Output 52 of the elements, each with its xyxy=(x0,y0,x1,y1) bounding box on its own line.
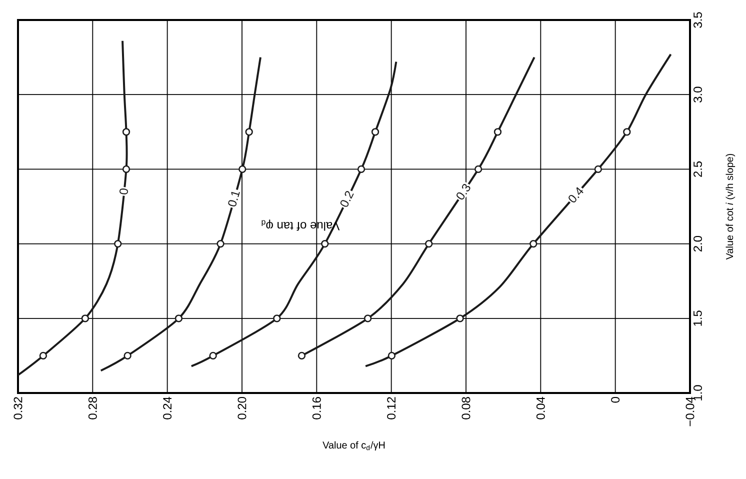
point xyxy=(364,314,372,322)
point xyxy=(298,352,306,360)
point xyxy=(371,128,380,136)
point xyxy=(238,165,246,174)
x-tick-label: 0.32 xyxy=(14,397,22,420)
annotation: Value of tan φ$_{d}$ xyxy=(262,220,340,231)
x-axis-title: Value of c$_{d}$/γH xyxy=(322,441,385,451)
x-tick-label: 0.20 xyxy=(238,396,246,420)
point xyxy=(209,352,217,360)
point xyxy=(114,240,122,248)
point xyxy=(273,314,281,322)
y-tick-label: 2.5 xyxy=(694,161,702,177)
x-tick-label: 0.08 xyxy=(462,397,470,420)
text: 0 xyxy=(120,188,128,194)
text: 0.4 xyxy=(568,187,584,202)
x-tick-label: −0.04 xyxy=(686,396,694,426)
line-series xyxy=(364,53,672,368)
line-series xyxy=(100,56,262,372)
point xyxy=(245,128,253,136)
y-axis-title: Value of cot i (v/h slope) xyxy=(726,154,736,260)
x-tick-label: 0.12 xyxy=(387,397,396,420)
point xyxy=(494,128,502,136)
text: 0.1 xyxy=(228,192,240,206)
point xyxy=(530,240,538,248)
point xyxy=(39,352,48,360)
line-series xyxy=(190,60,398,368)
x-tick-label: 0.16 xyxy=(312,397,321,420)
point xyxy=(623,128,631,136)
point xyxy=(122,165,130,174)
text: 0.3 xyxy=(456,184,470,200)
point xyxy=(357,165,366,174)
point xyxy=(388,352,396,360)
point xyxy=(124,352,132,360)
y-tick-label: 1.5 xyxy=(694,310,702,326)
point xyxy=(594,165,602,174)
point xyxy=(174,314,183,322)
point xyxy=(425,240,433,248)
point xyxy=(321,240,329,248)
point xyxy=(81,314,90,322)
x-tick-label: 0.28 xyxy=(88,397,97,420)
x-tick-label: 0.04 xyxy=(536,396,545,420)
point xyxy=(474,165,482,174)
y-tick-label: 3.0 xyxy=(694,86,702,102)
x-tick-label: 0.24 xyxy=(163,396,172,420)
point xyxy=(122,128,130,136)
point xyxy=(456,314,464,322)
y-tick-label: 1.0 xyxy=(694,385,702,400)
x-tick-label: 0 xyxy=(611,396,620,403)
y-tick-label: 2.0 xyxy=(694,236,702,252)
y-tick-label: 3.5 xyxy=(694,12,702,28)
point xyxy=(216,240,224,248)
text: 0.2 xyxy=(340,191,354,207)
